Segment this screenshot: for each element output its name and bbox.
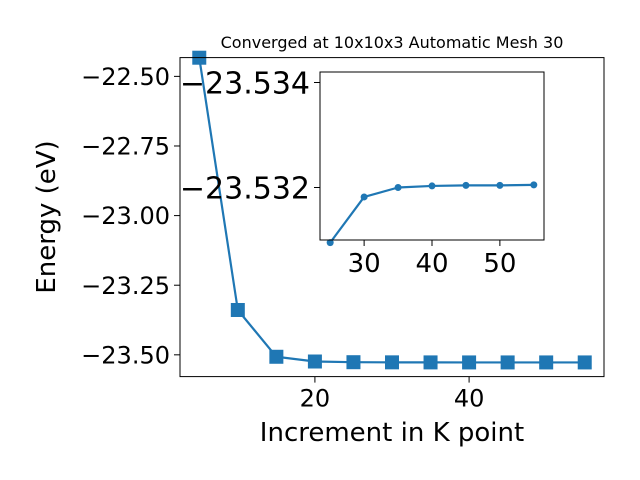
inset-data-point [360,193,368,201]
main-x-tick-label: 40 [454,385,485,413]
inset-data-point [428,182,436,190]
main-data-point [539,355,554,370]
inset-y-tick-label: −23.534 [180,66,310,101]
main-data-point [462,355,477,370]
inset-plot-area [326,181,538,247]
x-axis-label: Increment in K point [260,418,524,448]
inset-axes: 30 40 50 −23.532 −23.534 [180,66,545,279]
inset-data-point [326,239,334,247]
inset-data-point [496,181,504,189]
main-y-tick-label: −23.00 [81,202,170,230]
main-plot-area [192,50,592,370]
y-axis-label: Energy (eV) [32,140,62,293]
inset-data-point [394,184,402,191]
inset-data-point [530,181,538,189]
main-data-point [385,355,399,370]
inset-x-tick-label: 30 [348,249,381,279]
main-axes: 20 40 −22.50 −22.75 −23.00 −23.25 −23.50 Conve… [32,33,605,448]
inset-axes-background [320,72,544,240]
inset-x-tick-label: 50 [483,249,516,279]
main-data-point [577,355,592,370]
main-y-tick-label: −23.50 [81,341,170,369]
main-axes-frame [179,57,605,378]
chart-title: Converged at 10x10x3 Automatic Mesh 30 [221,33,564,52]
inset-data-point [462,181,470,189]
main-y-tick-label: −22.50 [81,63,170,91]
inset-y-tick-label: −23.532 [180,171,310,206]
main-data-point [423,355,438,370]
main-data-point [230,302,245,317]
main-data-point [307,354,322,369]
main-y-tick-label: −23.25 [81,272,170,300]
main-y-tick-label: −22.75 [81,133,170,161]
main-x-tick-label: 20 [300,385,331,413]
main-data-point [269,349,284,364]
main-ticks: 20 40 −22.50 −22.75 −23.00 −23.25 −23.50 [81,63,484,413]
main-data-point [500,355,515,370]
inset-axes-frame [319,71,545,241]
main-data-point [346,355,361,370]
inset-ticks: 30 40 50 −23.532 −23.534 [180,66,517,279]
inset-x-tick-label: 40 [415,249,448,279]
